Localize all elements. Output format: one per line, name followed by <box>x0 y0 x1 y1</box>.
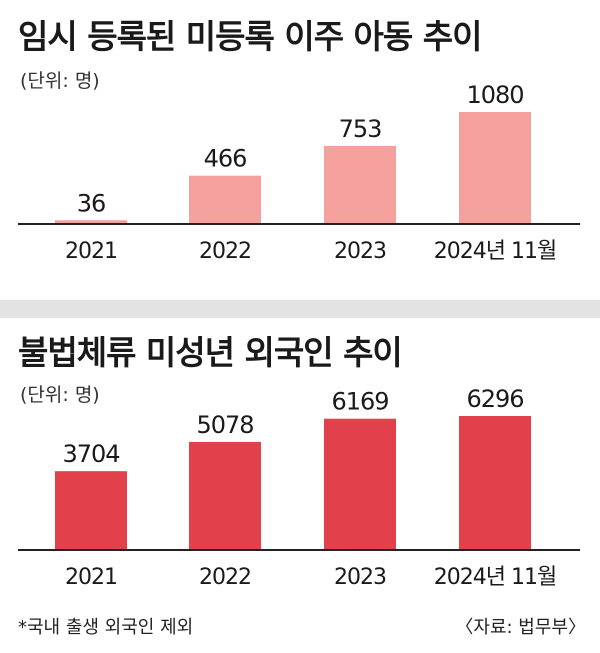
bar-chart-2: 3704 2021 5078 2022 6169 2023 6296 2024년 11월 <box>18 385 580 590</box>
bar-2023 <box>324 145 396 224</box>
bar-chart-1: 36 2021 466 2022 753 2023 1080 2024년 11월 <box>18 81 580 264</box>
chart-title: 불법체류 미성년 외국인 추이 <box>18 333 403 372</box>
chart-title: 임시 등록된 미등록 이주 아동 추이 <box>18 17 482 56</box>
data-label: 6296 <box>466 385 523 413</box>
data-label: 36 <box>77 189 106 217</box>
x-tick-label: 2023 <box>334 239 386 264</box>
data-label: 466 <box>204 145 247 173</box>
data-label: 753 <box>339 115 382 143</box>
bar-2021 <box>55 471 127 550</box>
x-tick-label: 2021 <box>65 565 117 590</box>
data-label: 3704 <box>62 440 119 468</box>
bar-2024년 11월 <box>459 112 531 224</box>
x-tick-label: 2022 <box>199 239 251 264</box>
bar-2022 <box>189 441 261 550</box>
section-divider <box>0 300 600 318</box>
chart-panel-illegal-stay-minors: 불법체류 미성년 외국인 추이 (단위: 명) 3704 2021 5078 2022… <box>0 318 600 600</box>
data-label: 6169 <box>331 388 388 416</box>
x-tick-label: 2024년 11월 <box>434 565 556 590</box>
bar-2024년 11월 <box>459 416 531 550</box>
bar-2021 <box>55 220 127 224</box>
bar-2023 <box>324 418 396 550</box>
footnote: *국내 출생 외국인 제외 <box>18 617 194 638</box>
chart-panel-children-registered: 임시 등록된 미등록 이주 아동 추이 (단위: 명) 36 2021 466 202… <box>0 0 600 300</box>
x-tick-label: 2022 <box>199 565 251 590</box>
chart-unit: (단위: 명) <box>20 384 100 406</box>
data-label: 5078 <box>196 411 253 439</box>
x-tick-label: 2023 <box>334 565 386 590</box>
chart-unit: (단위: 명) <box>20 70 100 92</box>
data-label: 1080 <box>466 81 523 109</box>
bar-2022 <box>189 175 261 224</box>
x-tick-label: 2021 <box>65 239 117 264</box>
source-note: 〈자료: 법무부〉 <box>455 617 586 638</box>
x-tick-label: 2024년 11월 <box>434 239 556 264</box>
